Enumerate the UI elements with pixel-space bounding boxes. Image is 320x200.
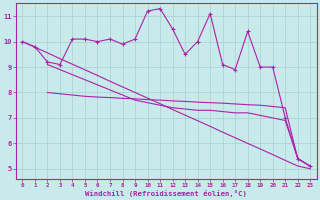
X-axis label: Windchill (Refroidissement éolien,°C): Windchill (Refroidissement éolien,°C) bbox=[85, 190, 247, 197]
